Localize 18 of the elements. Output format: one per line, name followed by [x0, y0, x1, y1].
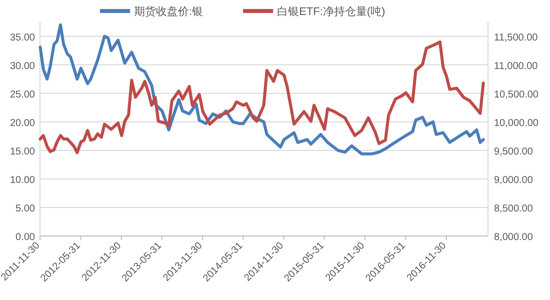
- y-tick-label: 20.00: [10, 118, 36, 129]
- y-tick-label: 25.00: [10, 89, 36, 100]
- y2-tick-label: 8,000.00: [494, 232, 534, 243]
- y-tick-label: 30.00: [10, 60, 36, 72]
- y-tick-label: 0.00: [16, 232, 36, 243]
- y2-tick-label: 9,500.00: [494, 146, 534, 158]
- y2-tick-label: 8,500.00: [494, 203, 534, 214]
- y2-tick-label: 10,500.00: [494, 89, 539, 100]
- y2-tick-label: 11,000.00: [494, 60, 538, 72]
- legend-label: 白银ETF:净持仓量(吨): [277, 5, 386, 18]
- y-tick-label: 10.00: [10, 174, 36, 186]
- y2-tick-label: 9,000.00: [494, 174, 534, 186]
- y-tick-label: 35.00: [10, 32, 36, 44]
- y2-tick-label: 10,000.00: [494, 118, 539, 129]
- y2-tick-label: 11,500.00: [494, 32, 538, 44]
- y-tick-label: 5.00: [16, 203, 36, 214]
- legend-label: 期货收盘价:银: [134, 6, 204, 18]
- y-tick-label: 15.00: [10, 146, 36, 158]
